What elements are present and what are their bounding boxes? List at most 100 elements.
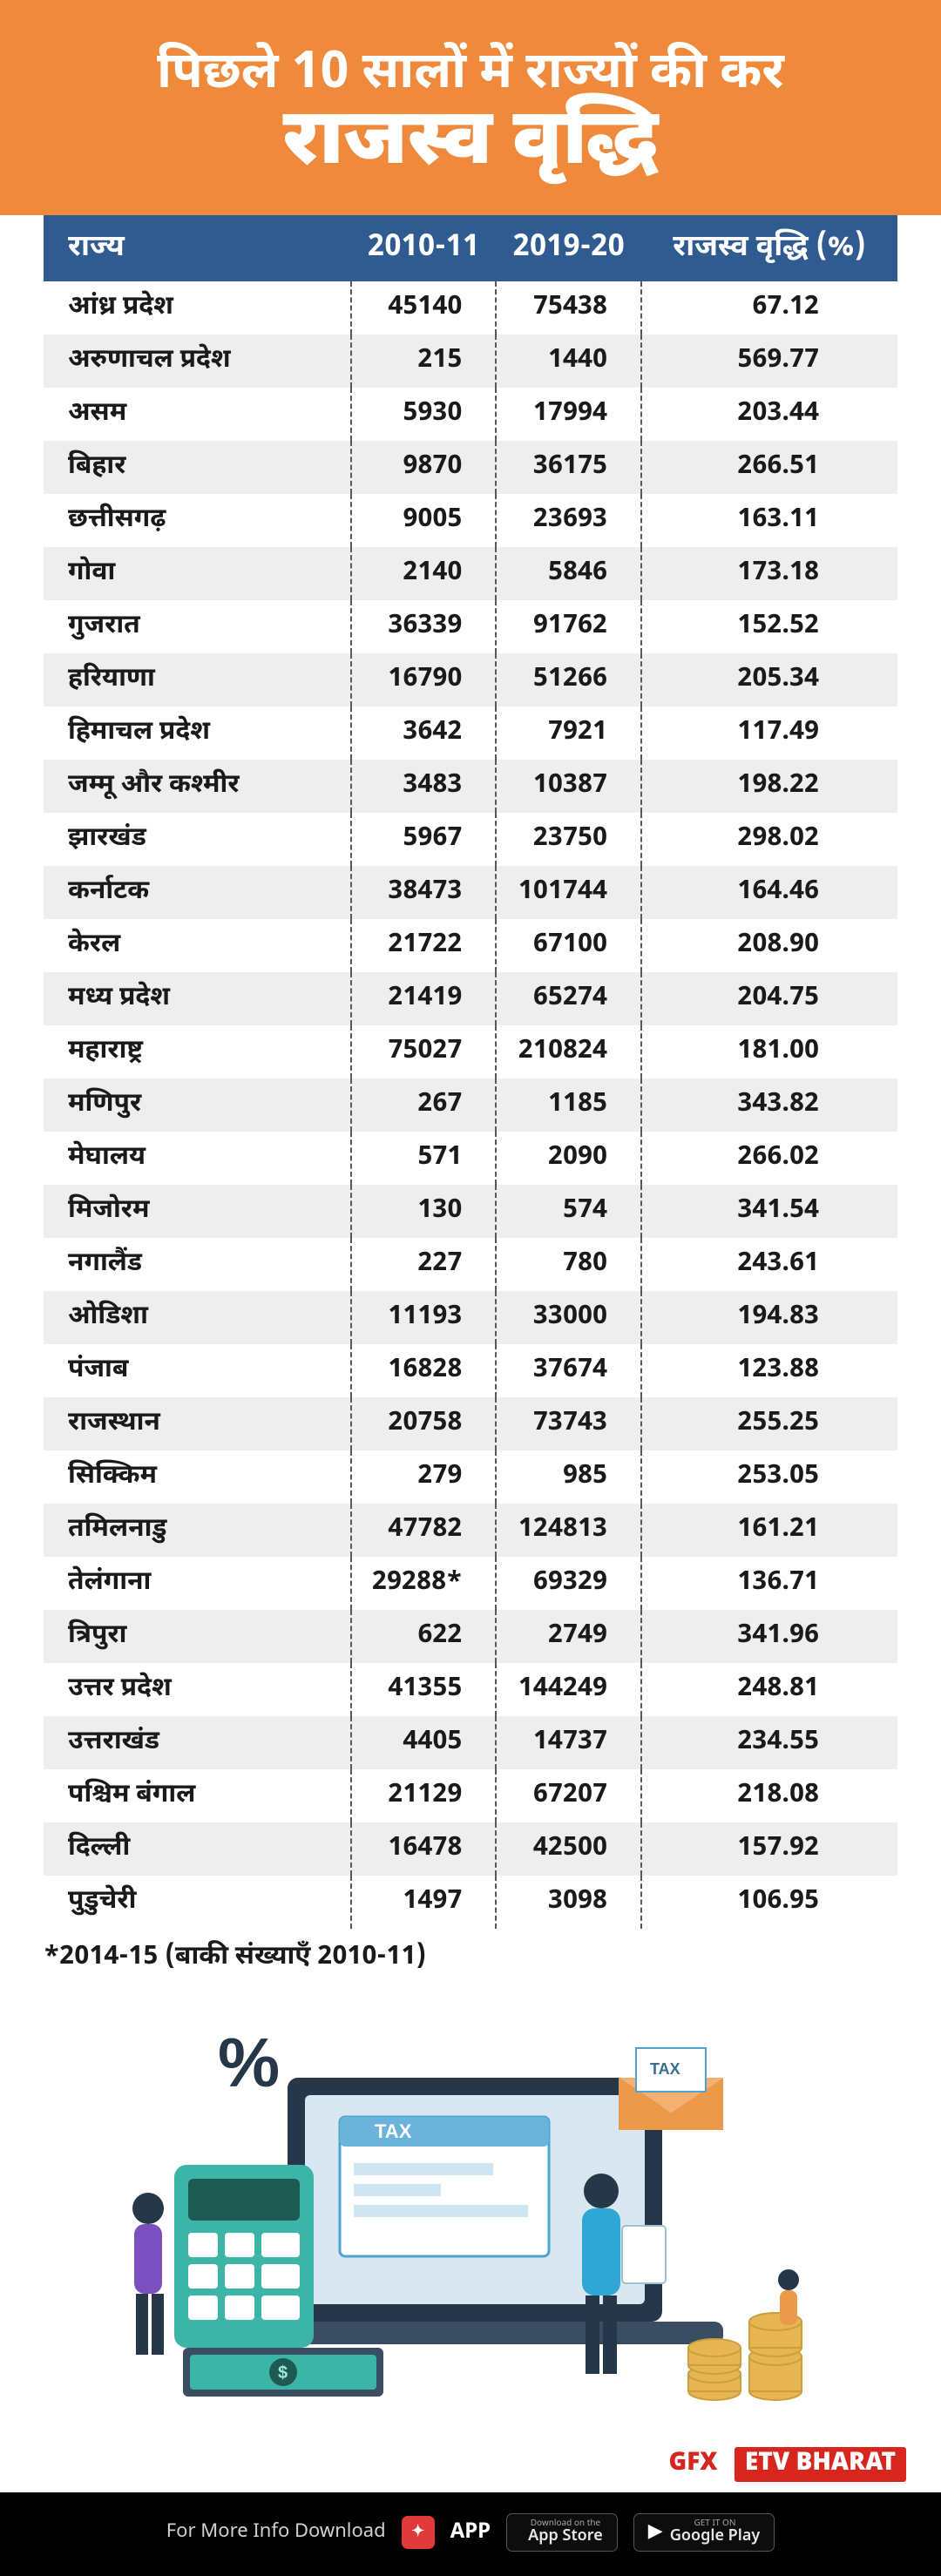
- title-line-2: राजस्व वृद्धि: [17, 103, 924, 186]
- cell-y1: 75027: [351, 1025, 497, 1078]
- table-row: गुजरात3633991762152.52: [44, 600, 897, 653]
- cell-growth: 298.02: [641, 813, 897, 866]
- play-icon: ▶: [648, 2522, 663, 2543]
- cell-y2: 1185: [496, 1078, 641, 1132]
- table-row: पुडुचेरी14973098106.95: [44, 1876, 897, 1929]
- cell-state: त्रिपुरा: [44, 1610, 351, 1663]
- cell-state: झारखंड: [44, 813, 351, 866]
- table-row: कर्नाटक38473101744164.46: [44, 866, 897, 919]
- cell-y2: 3098: [496, 1876, 641, 1929]
- cell-state: हिमाचल प्रदेश: [44, 707, 351, 760]
- cell-y2: 17994: [496, 388, 641, 441]
- cell-y1: 45140: [351, 281, 497, 335]
- cell-growth: 248.81: [641, 1663, 897, 1716]
- table-row: उत्तराखंड440514737234.55: [44, 1716, 897, 1769]
- cell-growth: 123.88: [641, 1344, 897, 1397]
- table-row: त्रिपुरा6222749341.96: [44, 1610, 897, 1663]
- cell-y2: 42500: [496, 1822, 641, 1876]
- cell-y2: 780: [496, 1238, 641, 1291]
- cell-state: गुजरात: [44, 600, 351, 653]
- table-row: उत्तर प्रदेश41355144249248.81: [44, 1663, 897, 1716]
- th-2010-11: 2010-11: [351, 215, 497, 281]
- cell-y2: 75438: [496, 281, 641, 335]
- cell-y1: 16790: [351, 653, 497, 707]
- table-row: मेघालय5712090266.02: [44, 1132, 897, 1185]
- cell-y1: 21129: [351, 1769, 497, 1822]
- app-icon: ✦: [402, 2516, 435, 2549]
- cell-y2: 5846: [496, 547, 641, 600]
- cell-growth: 161.21: [641, 1504, 897, 1557]
- cell-growth: 163.11: [641, 494, 897, 547]
- cell-y1: 571: [351, 1132, 497, 1185]
- cell-growth: 266.02: [641, 1132, 897, 1185]
- table-row: पश्चिम बंगाल2112967207218.08: [44, 1769, 897, 1822]
- cell-y1: 4405: [351, 1716, 497, 1769]
- footnote: *2014-15 (बाकी संख्याएँ 2010-11): [0, 1929, 941, 1982]
- cell-y2: 1440: [496, 335, 641, 388]
- cell-state: राजस्थान: [44, 1397, 351, 1450]
- cell-growth: 203.44: [641, 388, 897, 441]
- cell-growth: 341.54: [641, 1185, 897, 1238]
- cell-growth: 208.90: [641, 919, 897, 972]
- cell-y2: 144249: [496, 1663, 641, 1716]
- table-row: मिजोरम130574341.54: [44, 1185, 897, 1238]
- cell-state: मेघालय: [44, 1132, 351, 1185]
- cell-y2: 23750: [496, 813, 641, 866]
- cell-state: हरियाणा: [44, 653, 351, 707]
- google-play-badge[interactable]: ▶ GET IT ON Google Play: [633, 2513, 775, 2552]
- cell-y1: 38473: [351, 866, 497, 919]
- table-row: हरियाणा1679051266205.34: [44, 653, 897, 707]
- cell-state: पंजाब: [44, 1344, 351, 1397]
- table-row: मणिपुर2671185343.82: [44, 1078, 897, 1132]
- cell-state: महाराष्ट्र: [44, 1025, 351, 1078]
- cell-growth: 266.51: [641, 441, 897, 494]
- footer-bar: For More Info Download ✦ APP Download on…: [0, 2492, 941, 2576]
- cell-y2: 69329: [496, 1557, 641, 1610]
- cell-y2: 51266: [496, 653, 641, 707]
- cell-y1: 36339: [351, 600, 497, 653]
- table-row: आंध्र प्रदेश451407543867.12: [44, 281, 897, 335]
- table-row: झारखंड596723750298.02: [44, 813, 897, 866]
- table-row: गोवा21405846173.18: [44, 547, 897, 600]
- cell-growth: 117.49: [641, 707, 897, 760]
- cell-growth: 253.05: [641, 1450, 897, 1504]
- illustration: TAX TAX %: [0, 1982, 941, 2444]
- cell-y1: 21419: [351, 972, 497, 1025]
- cell-growth: 173.18: [641, 547, 897, 600]
- cell-state: उत्तर प्रदेश: [44, 1663, 351, 1716]
- cell-growth: 218.08: [641, 1769, 897, 1822]
- cell-growth: 569.77: [641, 335, 897, 388]
- cell-state: पुडुचेरी: [44, 1876, 351, 1929]
- cell-y2: 7921: [496, 707, 641, 760]
- cell-y2: 67207: [496, 1769, 641, 1822]
- cell-state: दिल्ली: [44, 1822, 351, 1876]
- cell-y2: 574: [496, 1185, 641, 1238]
- cell-y1: 11193: [351, 1291, 497, 1344]
- app-label: APP: [450, 2519, 491, 2546]
- cell-y1: 29288*: [351, 1557, 497, 1610]
- cell-growth: 67.12: [641, 281, 897, 335]
- cell-y1: 267: [351, 1078, 497, 1132]
- table-wrap: राज्य 2010-11 2019-20 राजस्व वृद्धि (%) …: [0, 215, 941, 1929]
- cell-y2: 2749: [496, 1610, 641, 1663]
- cell-state: बिहार: [44, 441, 351, 494]
- cell-y2: 73743: [496, 1397, 641, 1450]
- th-growth: राजस्व वृद्धि (%): [641, 215, 897, 281]
- table-row: राजस्थान2075873743255.25: [44, 1397, 897, 1450]
- table-row: महाराष्ट्र75027210824181.00: [44, 1025, 897, 1078]
- cell-state: उत्तराखंड: [44, 1716, 351, 1769]
- cell-y2: 67100: [496, 919, 641, 972]
- cell-y1: 47782: [351, 1504, 497, 1557]
- cell-state: आंध्र प्रदेश: [44, 281, 351, 335]
- cell-growth: 341.96: [641, 1610, 897, 1663]
- infographic-page: पिछले 10 सालों में राज्यों की कर राजस्व …: [0, 0, 941, 2576]
- app-store-badge[interactable]: Download on the App Store: [506, 2513, 618, 2552]
- svg-text:$: $: [278, 2363, 288, 2383]
- apple-big: App Store: [528, 2527, 603, 2547]
- cell-growth: 194.83: [641, 1291, 897, 1344]
- cell-y1: 5930: [351, 388, 497, 441]
- cell-y2: 985: [496, 1450, 641, 1504]
- cell-y2: 36175: [496, 441, 641, 494]
- table-row: तेलंगाना29288*69329136.71: [44, 1557, 897, 1610]
- svg-text:TAX: TAX: [650, 2060, 680, 2078]
